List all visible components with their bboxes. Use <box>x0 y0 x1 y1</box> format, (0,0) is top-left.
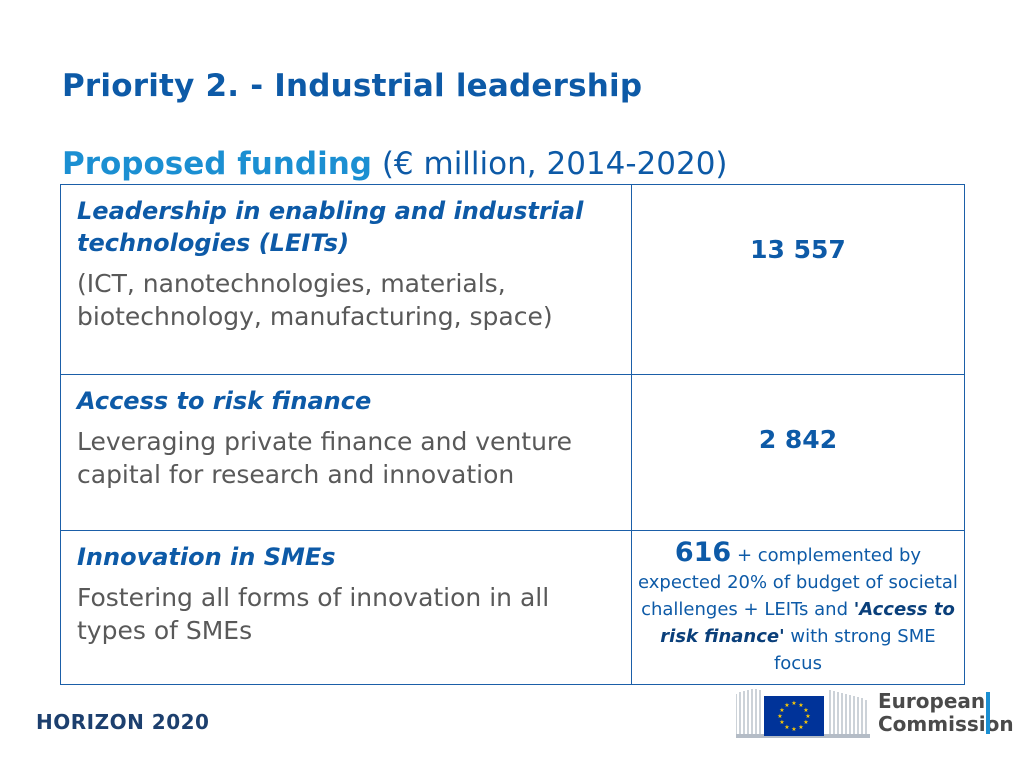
svg-text:★: ★ <box>803 707 808 714</box>
svg-text:★: ★ <box>791 726 796 733</box>
row-label-cell: Innovation in SMEs Fostering all forms o… <box>60 530 632 685</box>
svg-text:★: ★ <box>779 707 784 714</box>
logo-accent-bar <box>986 692 990 734</box>
note-part-1: + complemented by expected 20% of budget… <box>637 545 958 620</box>
table-row: Access to risk finance Leveraging privat… <box>60 374 966 531</box>
item-description: Leveraging private finance and venture c… <box>77 427 573 489</box>
svg-text:★: ★ <box>791 700 796 707</box>
note-emphasis: 'Access to risk finance' <box>660 599 955 647</box>
item-title: Access to risk finance <box>77 387 372 415</box>
item-title: Innovation in SMEs <box>77 543 336 571</box>
svg-text:★: ★ <box>798 702 803 709</box>
european-commission-logo: ★ ★★ ★★★ ★★★ ★★★ <box>736 689 870 738</box>
subtitle-strong: Proposed funding <box>62 146 372 182</box>
funding-value: 616 <box>674 537 732 568</box>
svg-text:★: ★ <box>798 724 803 731</box>
row-value-cell: 13 557 <box>630 184 966 375</box>
note-part-2: with strong SME focus <box>773 626 936 674</box>
org-line-1: European <box>878 689 986 713</box>
row-value-cell: 616 + complemented by expected 20% of bu… <box>630 530 966 685</box>
svg-text:★: ★ <box>784 702 789 709</box>
item-description: Fostering all forms of innovation in all… <box>77 583 550 645</box>
european-commission-wordmark: European Commission <box>878 690 1014 736</box>
table-row: Leadership in enabling and industrial te… <box>60 184 966 375</box>
svg-text:★: ★ <box>777 713 782 720</box>
svg-text:★: ★ <box>784 724 789 731</box>
sme-funding-note: 616 + complemented by expected 20% of bu… <box>636 539 960 677</box>
row-label-cell: Access to risk finance Leveraging privat… <box>60 374 632 531</box>
item-description: (ICT, nanotechnologies, materials, biote… <box>77 269 553 331</box>
row-value-cell: 2 842 <box>630 374 966 531</box>
table-row: Innovation in SMEs Fostering all forms o… <box>60 530 966 685</box>
funding-value: 13 557 <box>750 235 846 264</box>
svg-text:★: ★ <box>779 719 784 726</box>
slide-subtitle: Proposed funding (€ million, 2014-2020) <box>62 146 728 182</box>
horizon-2020-logo: HORIZON 2020 <box>36 710 210 734</box>
org-line-2: Commission <box>878 712 1014 736</box>
svg-text:★: ★ <box>805 713 810 720</box>
eu-flag-icon: ★ ★★ ★★★ ★★★ ★★★ <box>764 696 824 736</box>
item-title: Leadership in enabling and industrial te… <box>77 197 584 257</box>
slide-title: Priority 2. - Industrial leadership <box>62 68 643 104</box>
row-label-cell: Leadership in enabling and industrial te… <box>60 184 632 375</box>
subtitle-rest: (€ million, 2014-2020) <box>371 146 728 182</box>
svg-text:★: ★ <box>803 719 808 726</box>
funding-table: Leadership in enabling and industrial te… <box>60 184 966 685</box>
funding-value: 2 842 <box>758 425 838 454</box>
